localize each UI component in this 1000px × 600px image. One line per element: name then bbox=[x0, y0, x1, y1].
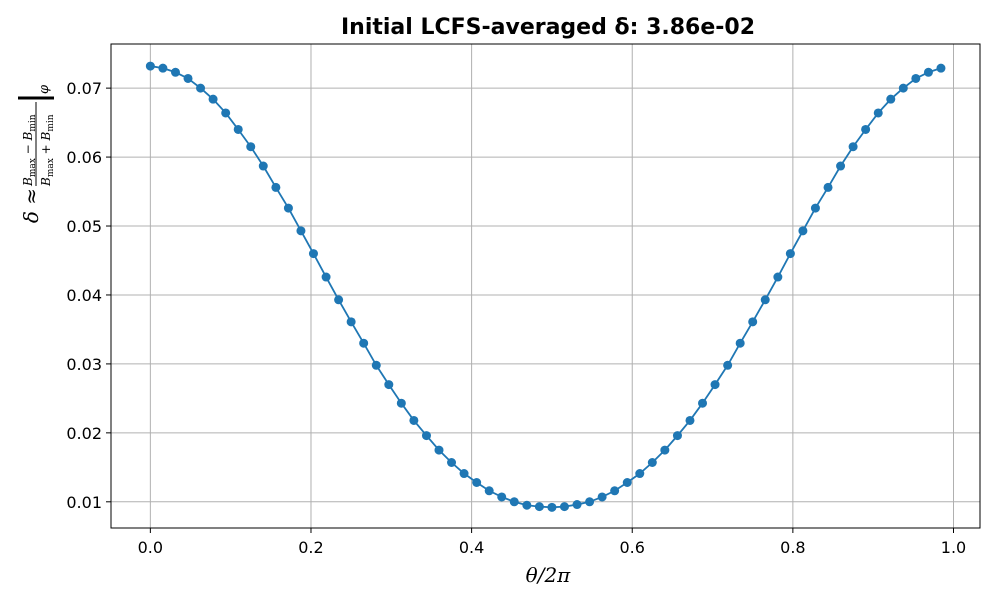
data-point bbox=[547, 502, 557, 512]
data-point bbox=[246, 142, 256, 152]
data-point bbox=[321, 272, 331, 282]
data-point bbox=[359, 338, 369, 348]
data-point bbox=[484, 486, 494, 496]
data-point bbox=[572, 500, 582, 510]
data-point bbox=[760, 295, 770, 305]
data-point bbox=[861, 124, 871, 134]
data-point bbox=[170, 67, 180, 77]
x-tick-label: 0.8 bbox=[780, 538, 805, 557]
data-point bbox=[748, 317, 758, 327]
data-point bbox=[635, 469, 645, 479]
data-point bbox=[710, 380, 720, 390]
y-tick-label: 0.02 bbox=[66, 424, 102, 443]
data-point bbox=[836, 161, 846, 171]
data-point bbox=[271, 182, 281, 192]
data-point bbox=[698, 398, 708, 408]
data-point bbox=[810, 203, 820, 213]
data-point bbox=[384, 380, 394, 390]
data-point bbox=[346, 317, 356, 327]
axis-ticks: 0.0 0.2 0.4 0.6 0.8 1.0 0.01 0.02 0.03 0.04 0.05 0.… bbox=[66, 79, 966, 557]
data-point bbox=[522, 500, 532, 510]
data-point bbox=[221, 108, 231, 118]
data-point bbox=[610, 486, 620, 496]
data-point bbox=[559, 502, 569, 512]
data-point bbox=[283, 203, 293, 213]
x-tick-label: 0.4 bbox=[459, 538, 484, 557]
data-point bbox=[873, 108, 883, 118]
series-line bbox=[150, 65, 942, 509]
data-point bbox=[534, 502, 544, 512]
data-point bbox=[208, 94, 218, 104]
data-point bbox=[233, 124, 243, 134]
data-point bbox=[848, 142, 858, 152]
data-point bbox=[258, 161, 268, 171]
data-point bbox=[723, 360, 733, 370]
x-axis-label: θ/2π bbox=[526, 563, 572, 587]
data-point bbox=[773, 272, 783, 282]
data-point bbox=[660, 445, 670, 455]
data-point bbox=[823, 182, 833, 192]
data-point bbox=[334, 295, 344, 305]
data-point bbox=[371, 360, 381, 370]
x-tick-label: 0.0 bbox=[138, 538, 163, 557]
data-point bbox=[886, 94, 896, 104]
y-tick-label: 0.05 bbox=[66, 217, 102, 236]
data-point bbox=[434, 445, 444, 455]
data-point bbox=[472, 477, 482, 487]
data-point bbox=[898, 83, 908, 93]
x-tick-label: 1.0 bbox=[941, 538, 966, 557]
data-point bbox=[509, 497, 519, 507]
data-point bbox=[396, 398, 406, 408]
x-tick-label: 0.2 bbox=[298, 538, 323, 557]
grid bbox=[111, 44, 980, 528]
y-tick-label: 0.07 bbox=[66, 79, 102, 98]
y-tick-label: 0.03 bbox=[66, 355, 102, 374]
data-point bbox=[308, 249, 318, 259]
y-tick-label: 0.06 bbox=[66, 148, 102, 167]
y-tick-label: 0.01 bbox=[66, 493, 102, 512]
data-point bbox=[459, 469, 469, 479]
y-tick-label: 0.04 bbox=[66, 286, 102, 305]
data-point bbox=[622, 477, 632, 487]
data-point bbox=[685, 415, 695, 425]
data-point bbox=[647, 458, 657, 468]
x-tick-label: 0.6 bbox=[620, 538, 645, 557]
data-point bbox=[936, 63, 946, 73]
data-point bbox=[409, 415, 419, 425]
data-point bbox=[196, 83, 206, 93]
svg-text:φ: φ bbox=[37, 84, 52, 94]
data-point bbox=[158, 63, 168, 73]
data-point bbox=[145, 61, 155, 71]
svg-text:δ ≈: δ ≈ bbox=[19, 188, 43, 223]
data-point bbox=[497, 492, 507, 502]
data-point bbox=[735, 338, 745, 348]
chart-title: Initial LCFS-averaged δ: 3.86e-02 bbox=[341, 15, 755, 40]
data-point bbox=[597, 492, 607, 502]
data-point bbox=[296, 226, 306, 236]
data-point bbox=[672, 431, 682, 441]
data-point bbox=[585, 497, 595, 507]
data-point bbox=[911, 73, 921, 83]
data-point bbox=[798, 226, 808, 236]
data-point bbox=[183, 73, 193, 83]
plot-frame bbox=[110, 43, 981, 529]
data-point bbox=[447, 458, 457, 468]
data-point bbox=[785, 249, 795, 259]
data-point bbox=[923, 67, 933, 77]
data-series bbox=[145, 61, 946, 512]
data-point bbox=[421, 431, 431, 441]
